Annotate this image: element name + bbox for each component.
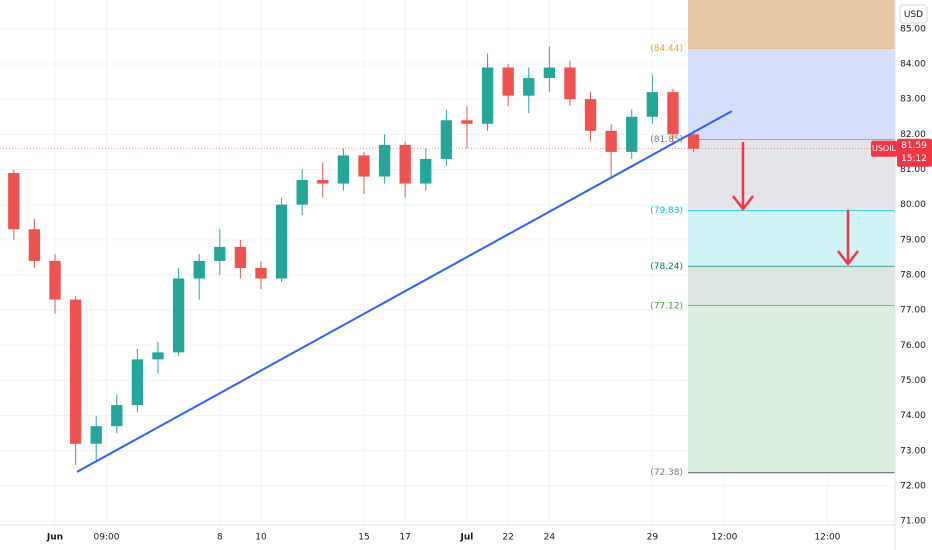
candle-body bbox=[28, 229, 41, 261]
y-tick-label: 74.00 bbox=[900, 411, 926, 421]
x-tick-label: 24 bbox=[544, 533, 556, 543]
candle-body bbox=[523, 78, 535, 96]
countdown-label: 15:12 bbox=[901, 154, 927, 164]
y-tick-label: 78.00 bbox=[900, 270, 926, 280]
symbol-label: USOIL bbox=[872, 144, 897, 153]
x-tick-label: Jul bbox=[460, 533, 474, 543]
y-tick-label: 84.00 bbox=[900, 59, 926, 69]
candle-body bbox=[564, 67, 576, 100]
y-tick-label: 72.00 bbox=[900, 481, 926, 491]
level-label: (78.24) bbox=[650, 262, 683, 272]
level-zone bbox=[688, 305, 895, 473]
arrow bbox=[732, 142, 754, 212]
candle-body bbox=[111, 405, 123, 427]
candle-body bbox=[296, 180, 308, 205]
level-label: (79.83) bbox=[650, 206, 683, 216]
last-price-label: 81.59 bbox=[901, 141, 927, 151]
candle-body bbox=[255, 267, 267, 279]
x-tick-label: 15 bbox=[358, 533, 369, 543]
candle-body bbox=[214, 246, 226, 261]
y-tick-label: 83.00 bbox=[900, 95, 926, 105]
arrow bbox=[837, 210, 859, 267]
x-tick-label: 10 bbox=[255, 533, 267, 543]
y-tick-label: 81.00 bbox=[900, 165, 926, 175]
y-tick-label: 76.00 bbox=[900, 341, 926, 351]
level-zone bbox=[688, 266, 895, 306]
candle-body bbox=[317, 180, 329, 184]
candle-body bbox=[481, 67, 494, 124]
candle-body bbox=[399, 144, 411, 184]
candle-body bbox=[152, 352, 164, 360]
main-layer bbox=[8, 46, 733, 473]
level-label: (72.38) bbox=[650, 468, 683, 478]
candle-body bbox=[69, 299, 82, 444]
level-zone bbox=[688, 139, 895, 211]
candle-body bbox=[502, 67, 514, 96]
candle-body bbox=[49, 260, 61, 300]
symbol-tag bbox=[871, 140, 897, 157]
y-tick-label: 85.00 bbox=[900, 24, 926, 34]
y-tick-label: 79.00 bbox=[900, 235, 926, 245]
x-tick-label: 12:00 bbox=[814, 533, 840, 543]
y-tick-label: 71.00 bbox=[900, 517, 926, 527]
candle-body bbox=[131, 359, 144, 406]
candle-body bbox=[626, 116, 638, 152]
candle-body bbox=[378, 144, 391, 177]
candle-body bbox=[461, 120, 473, 124]
candle-body bbox=[234, 246, 247, 268]
candle-body bbox=[667, 92, 679, 135]
candle-body bbox=[420, 158, 432, 184]
x-tick-label: 8 bbox=[217, 533, 223, 543]
x-tick-label: 12:00 bbox=[711, 533, 737, 543]
candle-body bbox=[584, 99, 597, 131]
candle-body bbox=[646, 92, 659, 117]
x-tick-label: 17 bbox=[399, 533, 410, 543]
currency-box[interactable] bbox=[899, 4, 928, 24]
y-tick-label: 77.00 bbox=[900, 306, 926, 316]
candle-body bbox=[543, 67, 556, 79]
candle-body bbox=[8, 173, 20, 230]
level-label: (77.12) bbox=[650, 301, 683, 311]
candle-body bbox=[358, 155, 370, 177]
y-tick-label: 73.00 bbox=[900, 446, 926, 456]
candle-body bbox=[687, 134, 700, 149]
candle-body bbox=[337, 155, 350, 184]
candle-body bbox=[90, 426, 102, 444]
level-zone bbox=[688, 210, 895, 267]
x-tick-label: 09:00 bbox=[94, 533, 120, 543]
background-layer bbox=[0, 0, 895, 525]
y-tick-label: 75.00 bbox=[900, 376, 926, 386]
candle-body bbox=[172, 278, 185, 353]
candle-body bbox=[605, 130, 617, 152]
candle-body bbox=[193, 260, 205, 279]
x-tick-label: Jun bbox=[46, 533, 63, 543]
price-tag bbox=[897, 138, 932, 167]
level-zone bbox=[688, 48, 895, 140]
y-tick-label: 82.00 bbox=[900, 130, 926, 140]
level-label: (84.44) bbox=[650, 44, 683, 54]
currency: USD bbox=[904, 10, 923, 20]
level-label: (81.85) bbox=[650, 135, 683, 145]
level-zone bbox=[688, 0, 895, 49]
x-tick-label: 29 bbox=[647, 533, 659, 543]
y-tick-label: 80.00 bbox=[900, 200, 926, 210]
candle-body bbox=[275, 204, 288, 279]
trendline bbox=[76, 110, 733, 473]
x-tick-label: 22 bbox=[502, 533, 513, 543]
candle-body bbox=[440, 120, 453, 159]
